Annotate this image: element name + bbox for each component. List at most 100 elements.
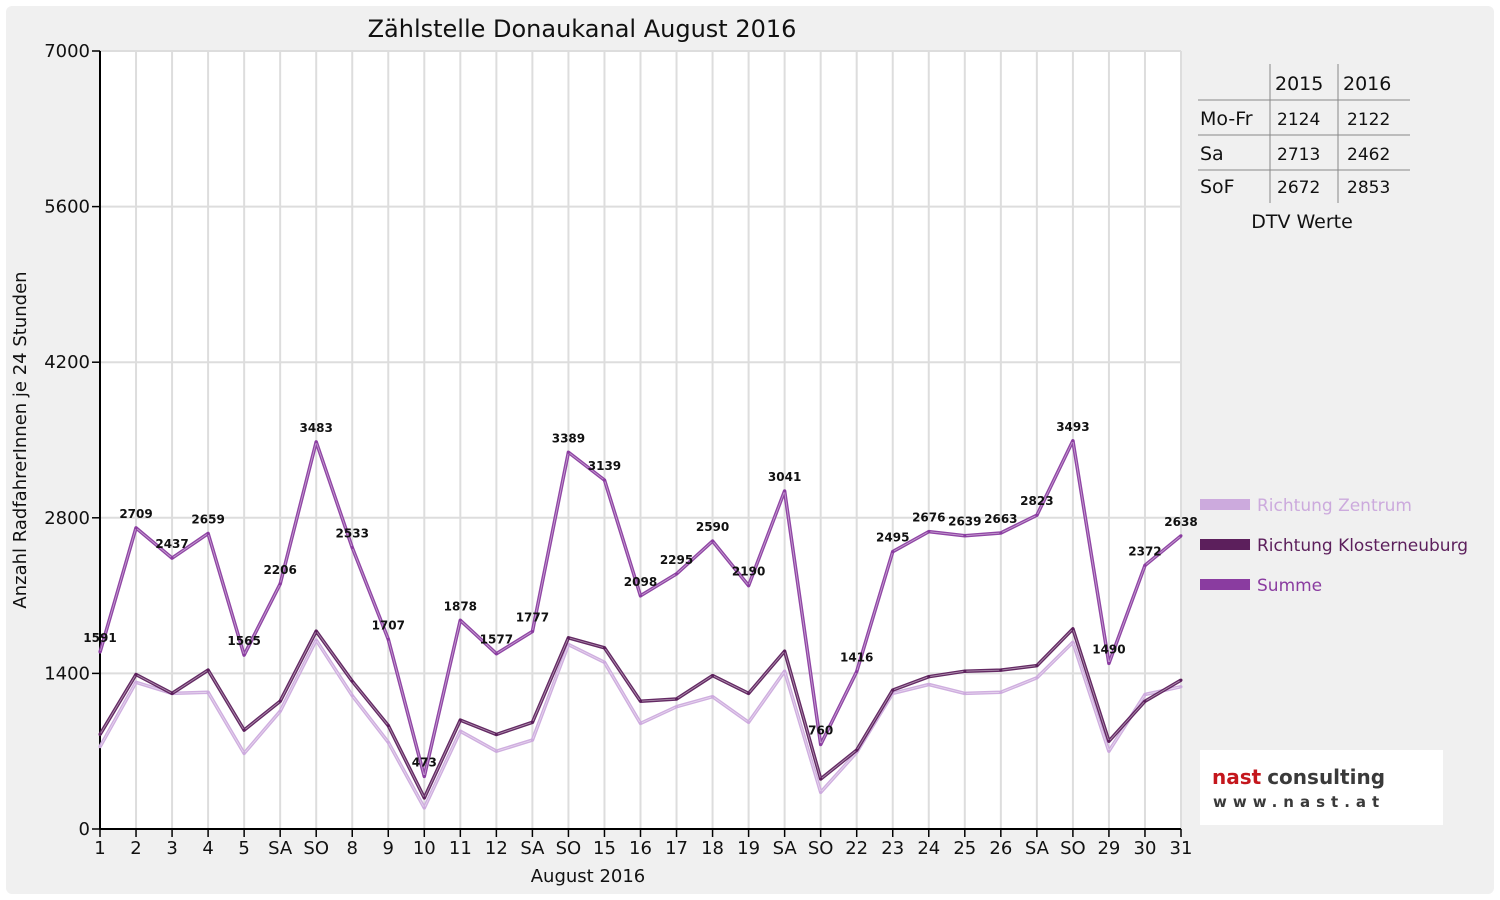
data-point [98,650,102,654]
data-point [675,697,679,701]
data-point [458,718,462,722]
data-label: 2638 [1164,515,1197,529]
data-point [1143,693,1147,697]
data-label: 1565 [227,634,260,648]
legend-label-zentrum: Richtung Zentrum [1257,496,1412,516]
dtv-sof-2016: 2853 [1347,178,1390,198]
data-point [999,690,1003,694]
x-tick-label: 19 [737,838,760,859]
data-label: 3389 [552,431,585,445]
data-point [134,680,138,684]
data-point [675,705,679,709]
data-point [350,694,354,698]
x-tick-label: 30 [1134,838,1157,859]
x-tick-label: SO [1060,838,1086,859]
data-point [206,690,210,694]
data-point [314,629,318,633]
data-point [314,440,318,444]
y-tick-label: 2800 [44,508,90,529]
data-point [530,720,534,724]
data-point [278,699,282,703]
data-point [639,699,642,703]
data-point [170,691,174,695]
data-point [1035,676,1039,680]
chart-title: Zählstelle Donaukanal August 2016 [368,15,797,43]
legend-swatch-summe [1200,579,1250,590]
series-layer [98,439,1183,810]
data-point [134,526,138,530]
data-point [639,721,642,725]
data-label: 2590 [696,520,729,534]
data-point [350,679,354,683]
data-point [494,652,498,656]
x-axis-label: August 2016 [531,866,646,887]
data-point [891,550,895,554]
logo-name-part2: consulting [1267,765,1385,789]
logo-name: nast consulting [1212,765,1385,789]
x-tick-label: SA [773,838,798,859]
x-tick-label: 17 [665,838,688,859]
x-tick-label: SA [1025,838,1050,859]
data-label: 2190 [732,565,765,579]
data-point [927,683,931,687]
data-point [927,530,931,534]
data-point [98,733,102,737]
y-tick-label: 1400 [44,663,90,684]
x-tick-label: 1 [94,838,105,859]
data-label: 1490 [1092,642,1125,656]
data-label: 2659 [191,512,224,526]
x-tick-label: 8 [347,838,358,859]
data-point [783,669,787,673]
x-tick-label: 31 [1170,838,1193,859]
data-point [278,709,282,713]
data-point [206,668,210,672]
x-tick-label: 11 [449,838,472,859]
dtv-mofr-2015: 2124 [1277,110,1320,130]
x-tick-label: SO [808,838,834,859]
data-point [1179,685,1183,689]
data-point [314,638,318,642]
data-point [1143,699,1147,703]
dtv-header-2015: 2015 [1275,73,1323,95]
dtv-mofr-2016: 2122 [1347,110,1390,130]
x-tick-label: 16 [629,838,652,859]
data-point [1179,678,1183,682]
data-point [711,539,715,543]
x-tick-label: 18 [701,838,724,859]
data-label: 2709 [119,507,152,521]
dtv-row-label-sof: SoF [1200,176,1235,198]
data-point [783,489,787,493]
data-point [602,660,606,664]
data-point [422,796,426,800]
data-point [1071,640,1075,644]
data-point [242,728,246,732]
data-label: 1777 [516,610,549,624]
logo-url: www.nast.at [1213,793,1385,811]
data-label: 2206 [263,563,296,577]
data-point [206,531,210,535]
data-point [1143,563,1147,567]
data-point [711,695,715,699]
data-label: 2533 [336,526,369,540]
data-label: 760 [808,724,833,738]
data-label: 1591 [83,631,116,645]
dtv-sof-2015: 2672 [1277,178,1320,198]
data-label: 2663 [984,512,1017,526]
data-point [242,751,246,755]
data-point [422,806,426,810]
data-label: 3041 [768,470,801,484]
data-point [999,668,1003,672]
x-tick-label: SO [556,838,582,859]
y-tick-label: 4200 [44,352,90,373]
data-point [819,790,823,794]
data-point [602,646,606,650]
data-label: 2437 [155,537,188,551]
data-label: 1878 [444,599,477,613]
x-tick-label: 24 [917,838,940,859]
data-label: 1416 [840,651,873,665]
y-tick-label: 7000 [44,41,90,62]
data-point [963,534,967,538]
data-point [855,670,859,674]
